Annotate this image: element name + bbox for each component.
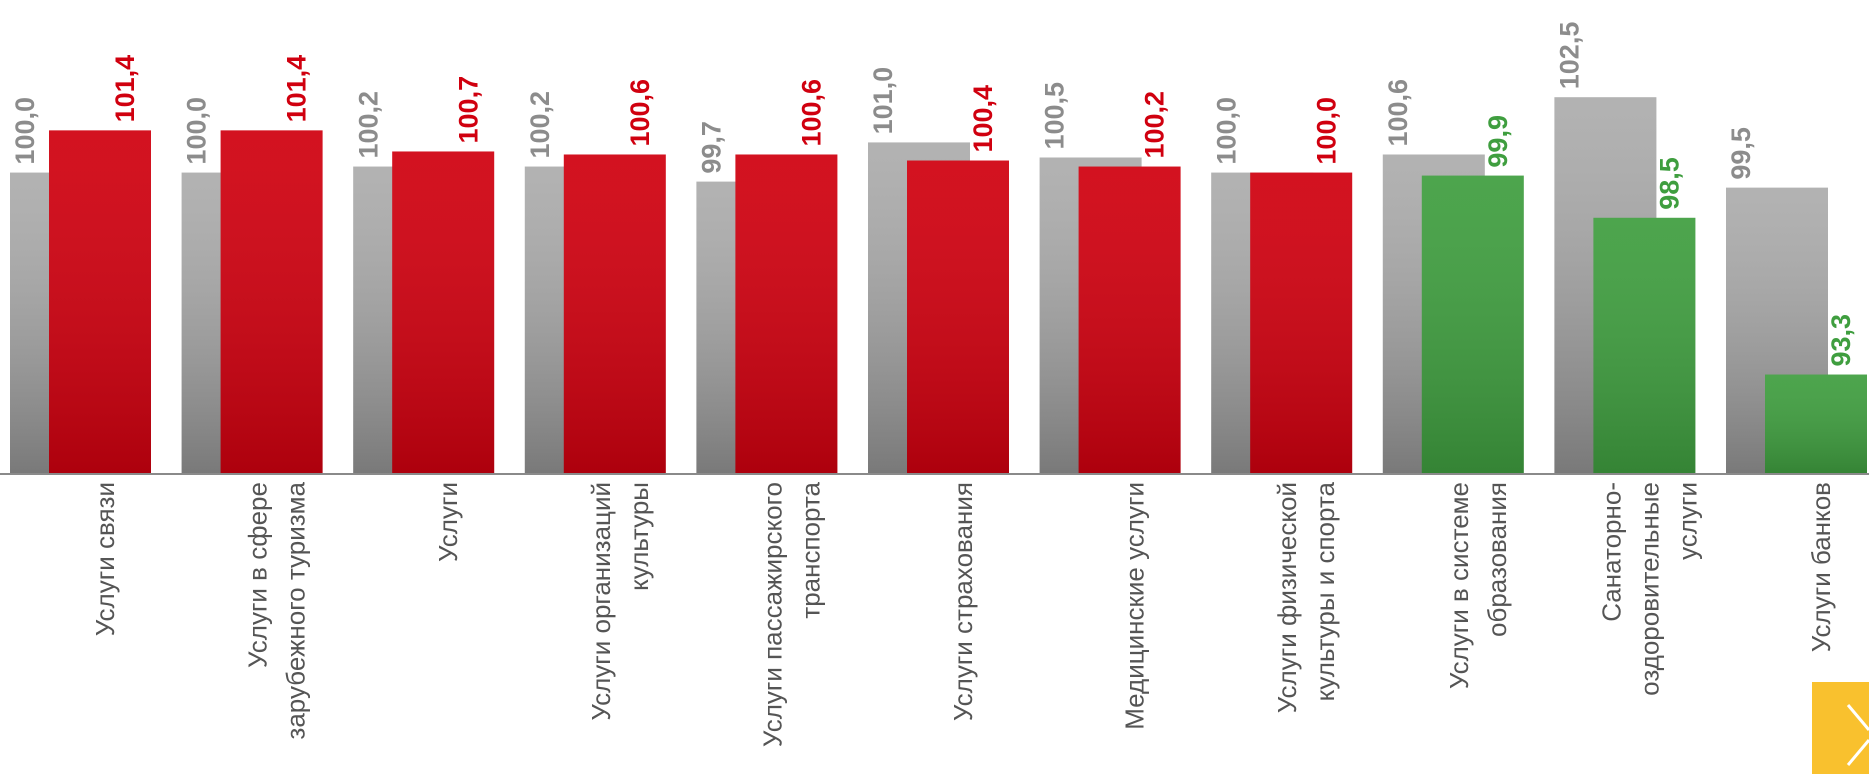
bar-shade [49,130,151,474]
x-tick-label: Медицинские услуги [1120,482,1150,730]
value-label: 98,5 [1655,157,1685,210]
value-label: 101,4 [282,55,312,123]
bar-shade [392,151,495,474]
value-label: 99,7 [697,121,727,174]
bar-shade [1765,374,1867,474]
x-tick-label: Услуги страхования [948,482,978,721]
value-label: 101,0 [868,67,898,135]
x-tick-label: Услуги пассажирского транспорта [757,481,825,747]
value-label: 100,0 [1211,97,1241,165]
value-label: 100,6 [1383,79,1413,147]
next-chevron[interactable] [1846,704,1869,731]
value-label: 100,6 [797,79,827,147]
x-tick-label: Услуги в сфере зарубежного туризма [243,481,311,739]
x-tick-label: Услуги организаций культуры [586,482,654,721]
value-label: 100,0 [10,97,40,165]
value-label: 100,7 [453,76,483,144]
value-label: 100,4 [968,85,998,153]
x-tick-label: Услуги физической культуры и спорта [1272,481,1340,713]
x-tick-label: Услуги банков [1806,482,1836,652]
value-label: 100,0 [1311,97,1341,165]
value-label: 100,6 [625,79,655,147]
value-label: 100,2 [353,91,383,159]
next-button[interactable] [1812,682,1869,774]
x-tick-label: Услуги [433,482,463,562]
labels: 100,0 101,4 Услуги связи 100,0 101,4 Услуги в… [10,22,1856,747]
value-label: 99,5 [1726,127,1756,180]
bar-shade [1421,175,1524,475]
next-button-bg[interactable] [1812,682,1869,774]
value-label: 100,2 [1140,91,1170,159]
bar-shade [907,160,1009,474]
bar-shade [735,154,838,474]
value-label: 100,5 [1040,82,1070,150]
bar-shade [1593,217,1696,475]
value-label: 100,2 [525,91,555,159]
x-tick-label: Услуги связи [90,482,120,636]
bars [0,97,1869,475]
value-label: 102,5 [1555,22,1585,90]
x-tick-label: Услуги в системе образования [1444,482,1512,689]
bar-shade [1250,172,1353,475]
value-label: 93,3 [1826,314,1856,367]
bar-shade [563,154,666,474]
value-label: 101,4 [110,55,140,123]
next-chevron[interactable] [1846,739,1869,766]
value-label: 99,9 [1483,115,1513,168]
bar-shade [1078,166,1181,475]
value-label: 100,0 [182,97,212,165]
bar-shade [220,130,323,474]
x-tick-label: Санаторно-оздоровительные услуги [1596,482,1702,696]
